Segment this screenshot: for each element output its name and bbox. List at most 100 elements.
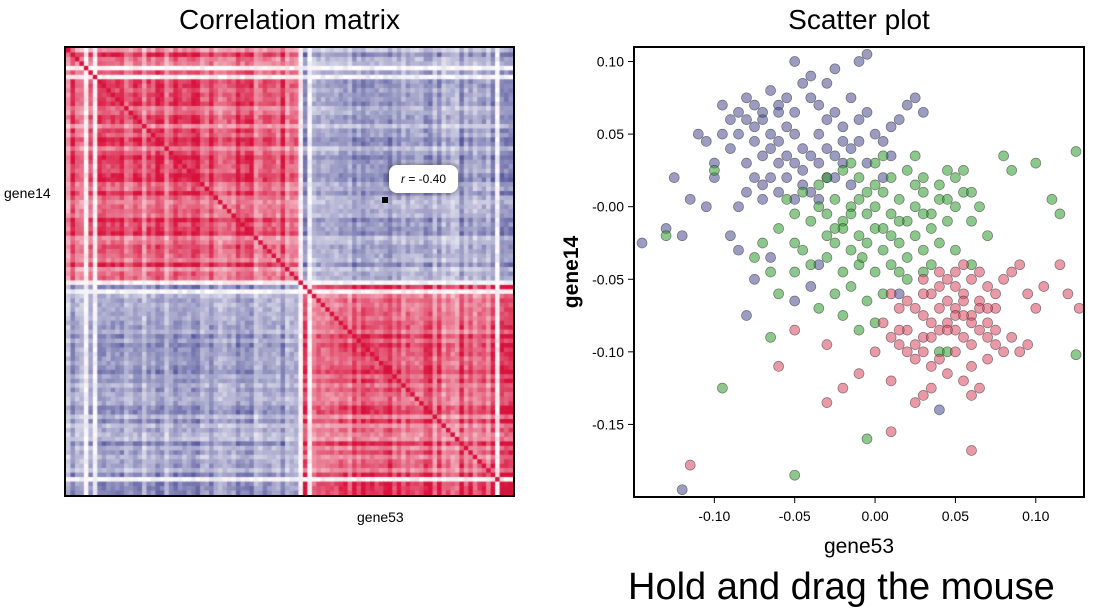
scatter-point-series-1: [700, 201, 712, 213]
scatter-point-series-2: [909, 150, 921, 162]
scatter-point-series-1: [741, 157, 752, 169]
scatter-point-series-3: [917, 346, 929, 358]
scatter-point-series-1: [789, 157, 801, 169]
scatter-point-series-1: [829, 106, 841, 118]
scatter-point-series-3: [974, 382, 985, 394]
scatter-point-series-2: [805, 215, 817, 227]
selected-cell-marker: [382, 197, 388, 203]
scatter-point-series-3: [966, 273, 977, 285]
scatter-point-series-3: [1073, 302, 1085, 314]
y-axis-label: gene14: [560, 235, 583, 308]
scatter-point-series-2: [909, 179, 921, 191]
scatter-point-series-1: [861, 106, 873, 118]
scatter-point-series-2: [861, 433, 873, 445]
scatter-point-series-2: [982, 230, 993, 242]
scatter-point-series-3: [925, 331, 937, 343]
scatter-point-series-3: [925, 361, 937, 372]
heatmap-canvas[interactable]: [66, 48, 513, 495]
scatter-point-series-3: [917, 288, 929, 300]
scatter-point-series-1: [741, 310, 752, 321]
scatter-point-series-1: [692, 128, 704, 140]
tooltip-r-symbol: r: [400, 172, 405, 186]
y-tick-label: -0.05: [592, 271, 624, 287]
scatter-point-series-2: [893, 237, 905, 249]
scatter-point-series-2: [797, 186, 809, 198]
scatter-point-series-2: [942, 194, 953, 205]
drag-hint-text: Hold and drag the mouse: [628, 566, 1055, 608]
scatter-plot[interactable]: -0.10 -0.05 0.00 0.05 0.10 0.10 0.05 -0.00 -0.0…: [550, 40, 1090, 564]
scatter-point-series-2: [749, 252, 760, 263]
scatter-point-series-1: [757, 194, 768, 205]
scatter-point-series-1: [741, 114, 752, 125]
scatter-point-series-2: [845, 281, 857, 292]
scatter-point-series-2: [950, 244, 961, 256]
scatter-point-series-2: [821, 252, 833, 263]
scatter-point-series-2: [893, 266, 905, 278]
scatter-point-series-2: [950, 172, 961, 183]
scatter-point-series-1: [789, 295, 801, 307]
correlation-heatmap[interactable]: [64, 46, 515, 497]
plot-frame: [633, 46, 1085, 498]
row-gene-label: gene14: [4, 185, 51, 201]
x-tick-label: -0.05: [779, 508, 811, 524]
scatter-point-series-2: [789, 237, 801, 249]
scatter-point-series-3: [901, 346, 913, 358]
scatter-point-series-1: [837, 136, 849, 147]
scatter-point-series-1: [781, 172, 793, 183]
scatter-point-series-2: [885, 172, 897, 183]
x-tick-label: -0.10: [698, 508, 730, 524]
scatter-point-series-3: [982, 331, 993, 343]
scatter-point-series-3: [925, 382, 937, 394]
scatter-point-series-1: [901, 99, 913, 111]
scatter-point-series-3: [1038, 281, 1050, 292]
scatter-point-series-1: [797, 165, 809, 176]
scatter-point-series-1: [765, 172, 776, 183]
scatter-point-series-1: [917, 106, 929, 118]
scatter-point-series-2: [853, 230, 865, 242]
scatter-point-series-1: [829, 63, 841, 75]
scatter-point-series-1: [909, 92, 921, 104]
scatter-point-series-3: [773, 361, 784, 372]
scatter-point-series-3: [982, 353, 993, 365]
scatter-point-series-3: [909, 302, 921, 314]
scatter-point-series-2: [885, 208, 897, 220]
scatter-point-series-2: [1054, 208, 1066, 220]
scatter-point-series-3: [998, 273, 1009, 285]
scatter-point-series-3: [982, 317, 993, 329]
scatter-point-series-3: [893, 339, 905, 350]
correlation-matrix-title: Correlation matrix: [179, 4, 400, 35]
scatter-point-series-1: [773, 157, 784, 169]
scatter-point-series-3: [950, 281, 961, 292]
scatter-point-series-2: [789, 208, 801, 220]
scatter-point-series-2: [837, 165, 849, 176]
scatter-point-series-1: [717, 128, 728, 140]
scatter-point-series-1: [757, 106, 768, 118]
scatter-point-series-1: [789, 128, 801, 140]
scatter-point-series-2: [821, 208, 833, 220]
scatter-point-series-3: [974, 324, 985, 336]
scatter-point-series-3: [990, 288, 1001, 300]
scatter-point-series-1: [821, 114, 833, 125]
scatter-point-series-2: [845, 244, 857, 256]
scatter-point-series-3: [950, 346, 961, 358]
scatter-point-series-2: [813, 302, 825, 314]
scatter-point-series-1: [676, 484, 688, 496]
y-tick-label: -0.00: [592, 199, 624, 215]
scatter-point-series-2: [909, 230, 921, 242]
scatter-point-series-3: [934, 302, 945, 314]
scatter-point-series-3: [1022, 339, 1034, 350]
scatter-point-series-2: [893, 194, 905, 205]
scatter-point-series-1: [877, 136, 889, 147]
scatter-point-series-2: [773, 223, 784, 234]
scatter-point-series-1: [885, 121, 897, 133]
scatter-point-series-2: [942, 165, 953, 176]
scatter-point-series-3: [917, 273, 929, 285]
scatter-point-series-2: [925, 223, 937, 234]
scatter-point-series-2: [1070, 146, 1082, 157]
scatter-point-series-3: [917, 310, 929, 321]
scatter-point-series-1: [733, 201, 744, 213]
scatter-point-series-1: [765, 85, 776, 96]
scatter-point-series-1: [773, 136, 784, 147]
scatter-point-series-2: [925, 259, 937, 271]
scatter-point-series-2: [829, 223, 841, 234]
